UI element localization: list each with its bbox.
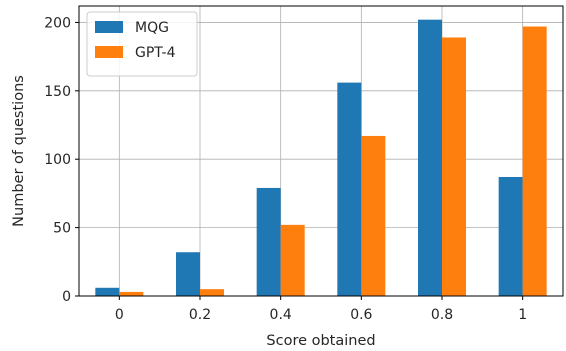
bar-mqg <box>95 287 120 296</box>
plot-frame <box>78 5 564 297</box>
legend: MQG GPT-4 <box>86 11 198 77</box>
axis-ticks: 0 50 100 150 200 0 0.2 0.4 0.6 0.8 1 <box>44 15 527 323</box>
y-tick-label: 0 <box>62 289 71 305</box>
y-tick-label: 100 <box>44 152 71 168</box>
y-tick-label: 200 <box>44 15 71 31</box>
bar-mqg <box>418 19 442 296</box>
legend-swatch <box>95 21 123 33</box>
bar-gpt-4 <box>442 37 466 296</box>
bar-gpt-4 <box>119 291 144 296</box>
bar-mqg <box>498 176 523 296</box>
legend-swatch <box>95 46 123 58</box>
x-tick-label: 0.6 <box>350 307 372 323</box>
x-axis-label: Score obtained <box>266 333 375 349</box>
bar-gpt-4 <box>280 224 305 296</box>
bar-gpt-4 <box>200 289 224 296</box>
bar-mqg <box>337 82 362 296</box>
bar-gpt-4 <box>361 135 386 296</box>
y-tick-label: 150 <box>44 84 71 100</box>
bar-gpt-4 <box>522 26 547 297</box>
x-tick-label: 1 <box>518 307 527 323</box>
bar-mqg <box>256 187 281 296</box>
x-tick-label: 0.2 <box>189 307 211 323</box>
y-axis-label: Number of questions <box>11 75 27 227</box>
legend-label: MQG <box>135 20 169 36</box>
x-tick-label: 0 <box>115 307 124 323</box>
legend-label: GPT-4 <box>135 45 176 61</box>
bar-mqg <box>176 252 200 296</box>
bar-series <box>95 19 547 297</box>
x-tick-label: 0.8 <box>431 307 453 323</box>
y-tick-label: 50 <box>53 221 71 237</box>
x-tick-label: 0.4 <box>270 307 292 323</box>
